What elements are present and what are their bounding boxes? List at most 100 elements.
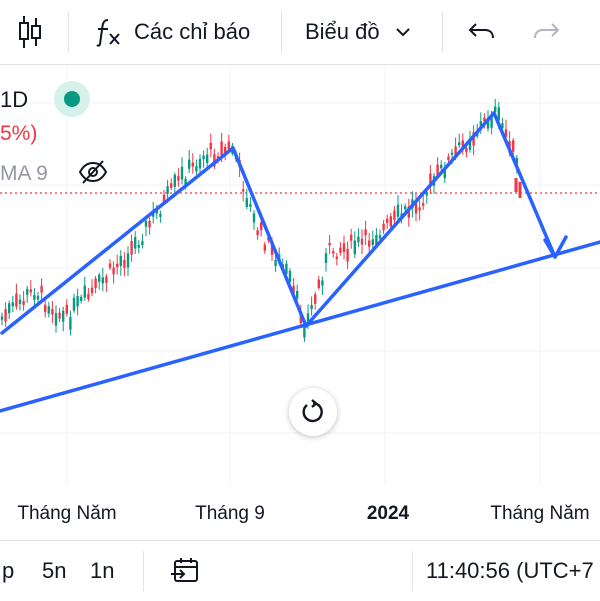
bottom-toolbar: p 5n 1n 11:40:56 (UTC+7 bbox=[0, 540, 600, 601]
candle-body bbox=[256, 230, 259, 236]
candle-body bbox=[288, 270, 292, 282]
candle-body bbox=[274, 259, 277, 267]
candle-body bbox=[22, 300, 25, 305]
toolbar-divider bbox=[442, 12, 443, 52]
candle-body bbox=[198, 159, 202, 169]
candles-icon[interactable] bbox=[16, 0, 44, 64]
candle-body bbox=[317, 279, 320, 288]
candle-body bbox=[166, 186, 169, 194]
candle-body bbox=[512, 140, 515, 152]
market-open-dot bbox=[64, 91, 80, 107]
candle-body bbox=[375, 234, 378, 246]
candle-body bbox=[155, 209, 158, 214]
candle-body bbox=[303, 324, 306, 338]
candle-body bbox=[486, 117, 490, 129]
candle-body bbox=[328, 242, 331, 246]
candle-body bbox=[159, 213, 162, 217]
candle-body bbox=[378, 235, 382, 239]
redo-button[interactable] bbox=[532, 0, 560, 64]
candle-body bbox=[418, 207, 421, 211]
candle-body bbox=[386, 218, 389, 223]
candle-body bbox=[65, 304, 68, 314]
candle-body bbox=[51, 309, 54, 315]
candle-body bbox=[346, 248, 349, 262]
candle-body bbox=[353, 240, 356, 255]
candle-body bbox=[490, 116, 493, 128]
candle-body bbox=[292, 285, 295, 294]
candle-body bbox=[335, 256, 338, 259]
candle-body bbox=[310, 304, 313, 309]
candle-body bbox=[62, 310, 65, 322]
candle-body bbox=[371, 239, 374, 245]
candle-body bbox=[58, 312, 61, 319]
candle-body bbox=[245, 198, 248, 207]
candle-body bbox=[220, 141, 223, 156]
candle-body bbox=[468, 138, 472, 150]
candle-body bbox=[33, 295, 36, 300]
candle-body bbox=[177, 175, 180, 181]
candle-body bbox=[436, 164, 439, 177]
candle-body bbox=[80, 296, 83, 301]
candle-body bbox=[252, 213, 256, 223]
candle-body bbox=[357, 236, 360, 243]
candle-body bbox=[87, 293, 90, 300]
top-toolbar: Các chỉ báo Biểu đồ bbox=[0, 0, 600, 64]
range-button-1n[interactable]: 1n bbox=[90, 558, 115, 583]
candle-body bbox=[518, 182, 522, 198]
candle-body bbox=[108, 263, 112, 268]
candle-body bbox=[360, 238, 364, 245]
time-label: Tháng Năm bbox=[490, 503, 589, 524]
reset-chart-button[interactable] bbox=[289, 388, 337, 436]
range-button[interactable]: p bbox=[2, 558, 15, 583]
candle-body bbox=[242, 189, 245, 192]
range-button-5n[interactable]: 5n bbox=[42, 558, 67, 583]
go-to-date-button[interactable] bbox=[170, 541, 200, 601]
candle-body bbox=[206, 154, 209, 163]
candle-body bbox=[15, 293, 18, 307]
chart-type-dropdown[interactable]: Biểu đồ bbox=[305, 0, 410, 64]
candle-body bbox=[94, 278, 97, 289]
candle-body bbox=[209, 142, 212, 150]
undo-button[interactable] bbox=[468, 0, 496, 64]
candle-body bbox=[368, 240, 371, 247]
candle-body bbox=[404, 206, 407, 210]
candle-body bbox=[393, 210, 396, 220]
trendline-drawings[interactable] bbox=[0, 111, 600, 413]
indicators-button[interactable]: Các chỉ báo bbox=[94, 0, 250, 64]
candle-body bbox=[141, 241, 144, 246]
candle-body bbox=[494, 106, 497, 113]
price-chart[interactable]: Tháng Năm Tháng 9 2024 Tháng Năm 1D 5%) … bbox=[0, 65, 600, 540]
candle-body bbox=[479, 121, 482, 128]
candle-body bbox=[324, 253, 328, 263]
eye-off-icon[interactable] bbox=[78, 159, 108, 190]
candle-body bbox=[425, 192, 428, 196]
support-trendline[interactable] bbox=[0, 240, 600, 413]
chevron-down-icon bbox=[395, 28, 410, 37]
candle-body bbox=[170, 183, 173, 188]
candle-body bbox=[443, 170, 446, 179]
candle-body bbox=[270, 243, 274, 255]
candle-body bbox=[72, 297, 76, 311]
timezone-clock[interactable]: 11:40:56 (UTC+7 bbox=[426, 558, 594, 583]
candle-body bbox=[130, 240, 133, 255]
time-axis: Tháng Năm Tháng 9 2024 Tháng Năm bbox=[17, 503, 589, 524]
candle-body bbox=[116, 263, 119, 268]
calendar-goto-icon bbox=[171, 558, 198, 582]
chart-canvas[interactable]: Tháng Năm Tháng 9 2024 Tháng Năm bbox=[0, 65, 600, 540]
redo-icon bbox=[534, 23, 560, 39]
candle-body bbox=[364, 229, 367, 236]
candle-body bbox=[90, 287, 94, 294]
legend-change: 5%) bbox=[0, 122, 38, 145]
candle-body bbox=[8, 303, 11, 314]
zigzag-trendline[interactable] bbox=[0, 111, 557, 335]
market-status-indicator[interactable] bbox=[54, 81, 90, 117]
candle-body bbox=[202, 155, 205, 160]
fx-icon bbox=[96, 19, 120, 47]
candle-body bbox=[98, 274, 101, 282]
candle-body bbox=[144, 220, 148, 227]
toolbar-divider bbox=[68, 12, 69, 52]
candle-body bbox=[76, 295, 79, 307]
candle-body bbox=[483, 117, 486, 122]
candle-body bbox=[0, 316, 4, 320]
candle-body bbox=[321, 280, 324, 286]
